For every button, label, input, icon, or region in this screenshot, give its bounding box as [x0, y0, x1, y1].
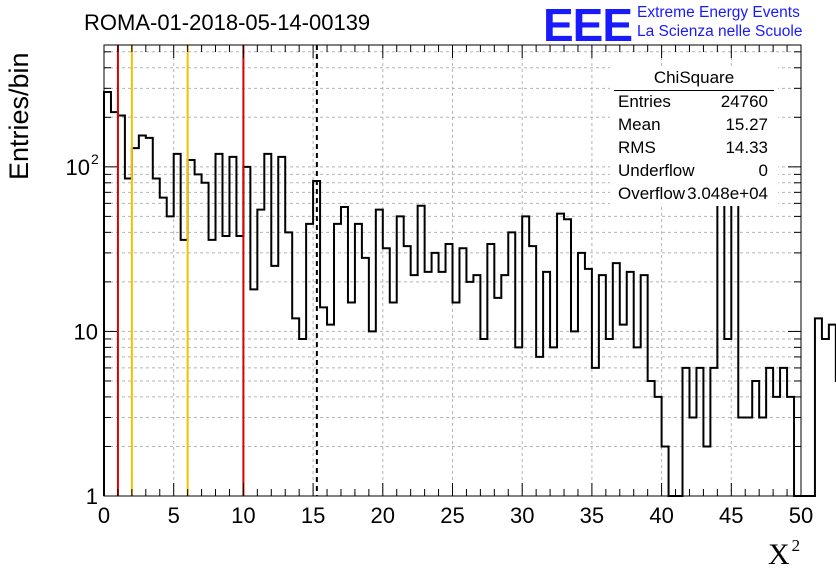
x-tick-label: 45: [719, 503, 743, 528]
brand-line-2: La Scienza nelle Scuole: [637, 23, 803, 40]
y-tick-label: 1: [86, 484, 98, 509]
stats-title: ChiSquare: [653, 68, 735, 87]
y-axis-label: Entries/bin: [4, 52, 34, 180]
stats-key: Overflow: [618, 184, 686, 203]
x-tick-label: 5: [168, 503, 180, 528]
x-tick-label: 0: [98, 503, 110, 528]
stats-row-underflow: Underflow 0: [618, 161, 768, 183]
x-tick-label: 25: [440, 503, 464, 528]
x-tick-label: 40: [649, 503, 673, 528]
stats-key: RMS: [618, 138, 656, 157]
stats-row-overflow: Overflow 3.048e+04: [618, 184, 768, 206]
stats-key: Entries: [618, 92, 671, 111]
x-tick-label: 20: [371, 503, 395, 528]
stats-row-mean: Mean 15.27: [618, 115, 768, 137]
x-tick-label: 50: [789, 503, 813, 528]
stats-row-entries: Entries 24760: [618, 92, 768, 114]
stats-key: Underflow: [618, 161, 695, 180]
brand-line-1: Extreme Energy Events: [637, 4, 800, 21]
run-title: ROMA-01-2018-05-14-00139: [84, 10, 371, 35]
stats-key: Mean: [618, 115, 661, 134]
y-tick-label: 10: [66, 155, 90, 180]
eee-logo: EEE: [543, 0, 633, 51]
stats-value: 0: [758, 161, 768, 180]
x-axis-label-superscript: 2: [791, 536, 801, 555]
stats-value: 14.33: [725, 138, 768, 157]
stats-box: ChiSquare Entries 24760 Mean 15.27 RMS 1…: [610, 66, 778, 206]
y-tick-label-exponent: 2: [91, 151, 99, 167]
x-tick-label: 10: [231, 503, 255, 528]
stats-value: 15.27: [725, 115, 768, 134]
x-tick-label: 30: [510, 503, 534, 528]
stats-value: 24760: [720, 92, 768, 111]
x-tick-label: 35: [580, 503, 604, 528]
x-tick-label: 15: [301, 503, 325, 528]
x-axis-label-symbol: X: [768, 538, 790, 571]
stats-row-rms: RMS 14.33: [618, 138, 768, 160]
stats-value: 3.048e+04: [687, 184, 768, 203]
y-tick-label: 10: [74, 319, 98, 344]
stats-title-underline: [614, 90, 774, 91]
